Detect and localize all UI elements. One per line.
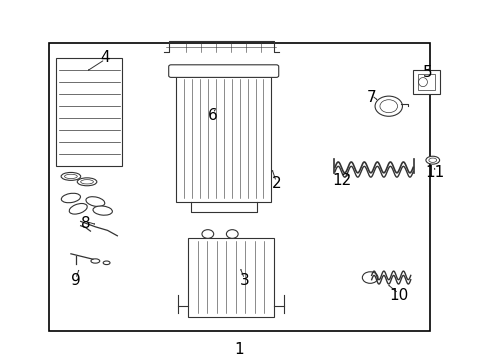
Text: 6: 6	[207, 108, 217, 123]
Text: 5: 5	[422, 64, 432, 80]
Text: 1: 1	[234, 342, 244, 357]
Circle shape	[362, 272, 377, 283]
Ellipse shape	[77, 178, 97, 186]
Text: 11: 11	[425, 165, 444, 180]
Ellipse shape	[91, 259, 100, 263]
Circle shape	[202, 230, 213, 238]
Text: 10: 10	[388, 288, 407, 303]
Bar	[417, 74, 434, 90]
FancyBboxPatch shape	[168, 65, 278, 77]
Text: 9: 9	[71, 273, 81, 288]
Ellipse shape	[61, 193, 81, 203]
Text: 8: 8	[81, 216, 90, 231]
Text: 4: 4	[100, 50, 110, 65]
Bar	[49, 43, 429, 331]
Ellipse shape	[86, 197, 104, 207]
Circle shape	[374, 96, 402, 116]
Text: 2: 2	[271, 176, 281, 191]
Bar	[188, 238, 273, 317]
Ellipse shape	[64, 174, 77, 179]
Circle shape	[379, 100, 397, 113]
Ellipse shape	[81, 180, 93, 184]
Circle shape	[226, 230, 238, 238]
Ellipse shape	[61, 172, 81, 180]
Text: 3: 3	[239, 273, 249, 288]
Ellipse shape	[69, 203, 87, 214]
Bar	[412, 70, 439, 94]
Ellipse shape	[425, 156, 439, 164]
Text: 12: 12	[332, 172, 351, 188]
Ellipse shape	[428, 158, 436, 162]
Ellipse shape	[103, 261, 110, 265]
Bar	[176, 76, 271, 202]
Text: 7: 7	[366, 90, 376, 105]
Bar	[56, 58, 122, 166]
Ellipse shape	[93, 206, 112, 215]
